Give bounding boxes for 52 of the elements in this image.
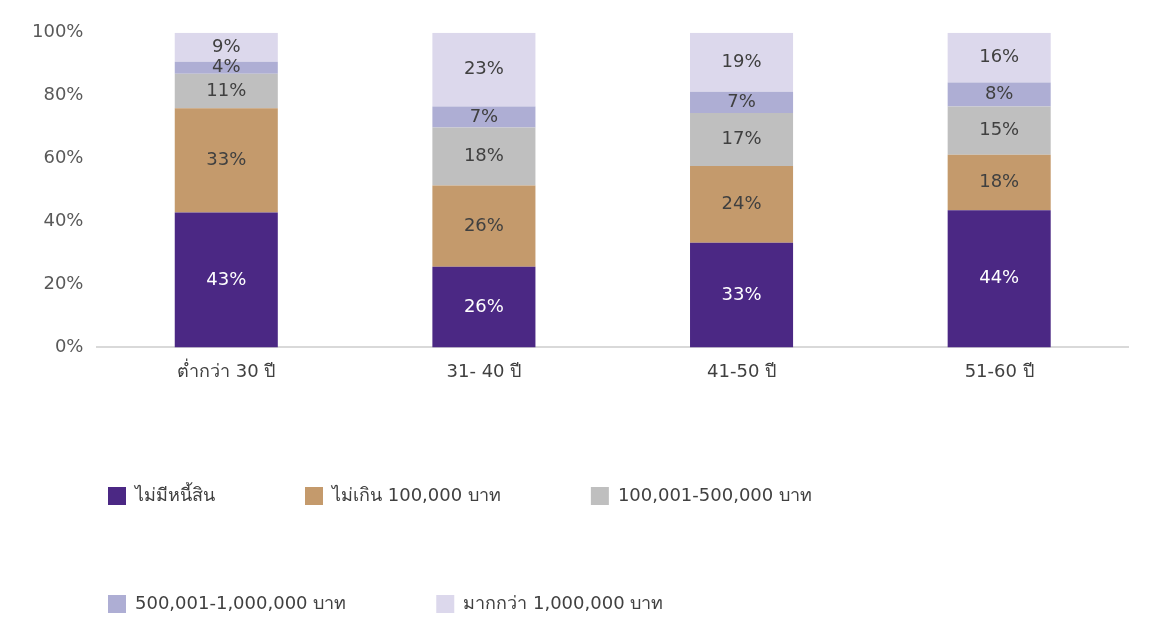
x-tick-label: 51-60 ปี: [964, 359, 1034, 381]
data-label: 26%: [463, 213, 504, 235]
bar: [947, 154, 1051, 211]
y-tick-label: 100%: [31, 20, 84, 42]
data-label: 16%: [979, 45, 1020, 67]
data-label: 26%: [463, 294, 504, 316]
bar: [690, 165, 794, 243]
bar: [690, 32, 794, 92]
bar: [432, 106, 536, 128]
data-label: 8%: [984, 82, 1014, 104]
y-tick-label: 80%: [43, 83, 84, 105]
data-label: 7%: [469, 104, 499, 126]
data-label: 19%: [721, 49, 762, 71]
data-label: 24%: [721, 191, 762, 213]
data-label: 18%: [979, 170, 1020, 192]
data-label: 7%: [727, 90, 756, 111]
x-tick-label: 41-50 ปี: [707, 359, 777, 381]
bar: [174, 212, 278, 348]
data-label: 23%: [463, 57, 504, 79]
data-label: 44%: [979, 266, 1020, 288]
data-label: 15%: [979, 118, 1020, 140]
bar: [432, 32, 536, 107]
data-label: 4%: [212, 55, 241, 77]
data-label: 33%: [206, 148, 247, 170]
y-tick-label: 40%: [43, 209, 84, 231]
bar: [947, 106, 1051, 155]
bar: [432, 185, 536, 267]
y-tick-label: 20%: [43, 272, 84, 294]
x-tick-label: ต่ำกว่า 30 ปี: [177, 357, 276, 381]
bar: [432, 266, 536, 348]
data-label: 43%: [206, 267, 247, 289]
data-label: 11%: [206, 78, 247, 100]
data-label: 17%: [721, 127, 762, 149]
legend-label: มากกว่า 1,000,000 บาท: [463, 591, 664, 613]
bar: [690, 113, 794, 166]
data-label: 18%: [463, 144, 504, 166]
x-tick-label: 31- 40 ปี: [446, 359, 522, 381]
y-tick-label: 0%: [54, 335, 84, 357]
bar: [947, 210, 1051, 348]
legend-label: 500,001-1,000,000 บาท: [135, 591, 347, 613]
y-tick-label: 60%: [43, 146, 84, 168]
legend-label: 100,001-500,000 บาท: [617, 483, 812, 505]
bar: [174, 108, 278, 213]
legend-label: ไม่มีหนี้สิน: [133, 481, 215, 505]
data-label: 33%: [721, 282, 762, 304]
bar: [174, 73, 278, 109]
bar: [432, 127, 536, 186]
legend-label: ไม่เกิน 100,000 บาท: [330, 483, 501, 505]
bar: [690, 242, 794, 348]
bar: [947, 32, 1051, 83]
data-label: 9%: [212, 34, 241, 56]
bar: [690, 91, 794, 114]
